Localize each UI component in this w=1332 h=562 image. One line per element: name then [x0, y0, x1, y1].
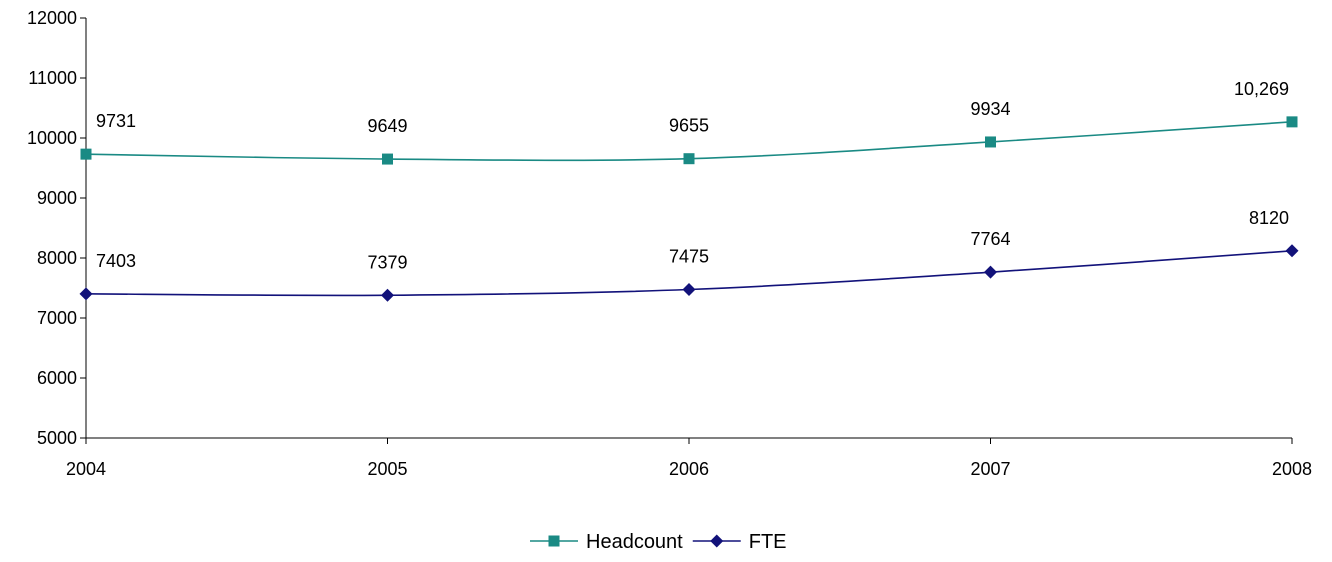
fte-point [79, 287, 93, 301]
headcount-data-label: 9655 [669, 116, 709, 136]
legend-label-fte: FTE [749, 531, 787, 553]
y-tick-label: 9000 [37, 188, 77, 208]
fte-data-label: 7379 [367, 252, 407, 272]
headcount-data-label: 10,269 [1234, 79, 1289, 99]
x-tick-label: 2007 [970, 459, 1010, 479]
headcount-point [382, 153, 393, 165]
x-tick-label: 2008 [1272, 459, 1312, 479]
legend-item-fte: FTE [692, 531, 787, 553]
headcount-data-label: 9731 [96, 111, 136, 131]
y-tick-label: 12000 [27, 8, 77, 28]
fte-point [984, 265, 997, 279]
data-labels: 9731 9649 9655 9934 10,269 7403 7379 7475 7764 81… [96, 79, 1289, 272]
headcount-point [683, 153, 695, 165]
fte-data-label: 8120 [1249, 208, 1289, 228]
fte-point [381, 288, 394, 302]
fte-point [682, 283, 696, 296]
y-tick-label: 6000 [37, 368, 77, 388]
y-tick-label: 8000 [37, 248, 77, 268]
headcount-point [80, 148, 92, 160]
legend-item-headcount: Headcount [530, 531, 683, 553]
legend-label-headcount: Headcount [586, 531, 683, 553]
y-tick-label: 7000 [37, 308, 77, 328]
headcount-point [1286, 116, 1298, 128]
series-layer [79, 116, 1299, 302]
y-tick-label: 5000 [37, 428, 77, 448]
fte-data-label: 7475 [669, 247, 709, 267]
x-tick-label: 2004 [66, 459, 106, 479]
x-tick-label: 2005 [367, 459, 407, 479]
legend: Headcount FTE [530, 531, 787, 553]
fte-point [1285, 244, 1299, 258]
legend-marker-headcount [548, 535, 560, 547]
y-tick-label: 10000 [27, 128, 77, 148]
headcount-point [985, 136, 996, 148]
axes: 5000 6000 7000 8000 9000 10000 11000 12000 2004 2… [27, 8, 1312, 479]
x-tick-label: 2006 [669, 459, 709, 479]
fte-data-label: 7764 [970, 229, 1010, 249]
fte-data-label: 7403 [96, 251, 136, 271]
y-tick-label: 11000 [28, 68, 77, 88]
headcount-data-label: 9649 [367, 116, 407, 136]
legend-marker-fte [710, 534, 724, 548]
headcount-data-label: 9934 [970, 99, 1010, 119]
